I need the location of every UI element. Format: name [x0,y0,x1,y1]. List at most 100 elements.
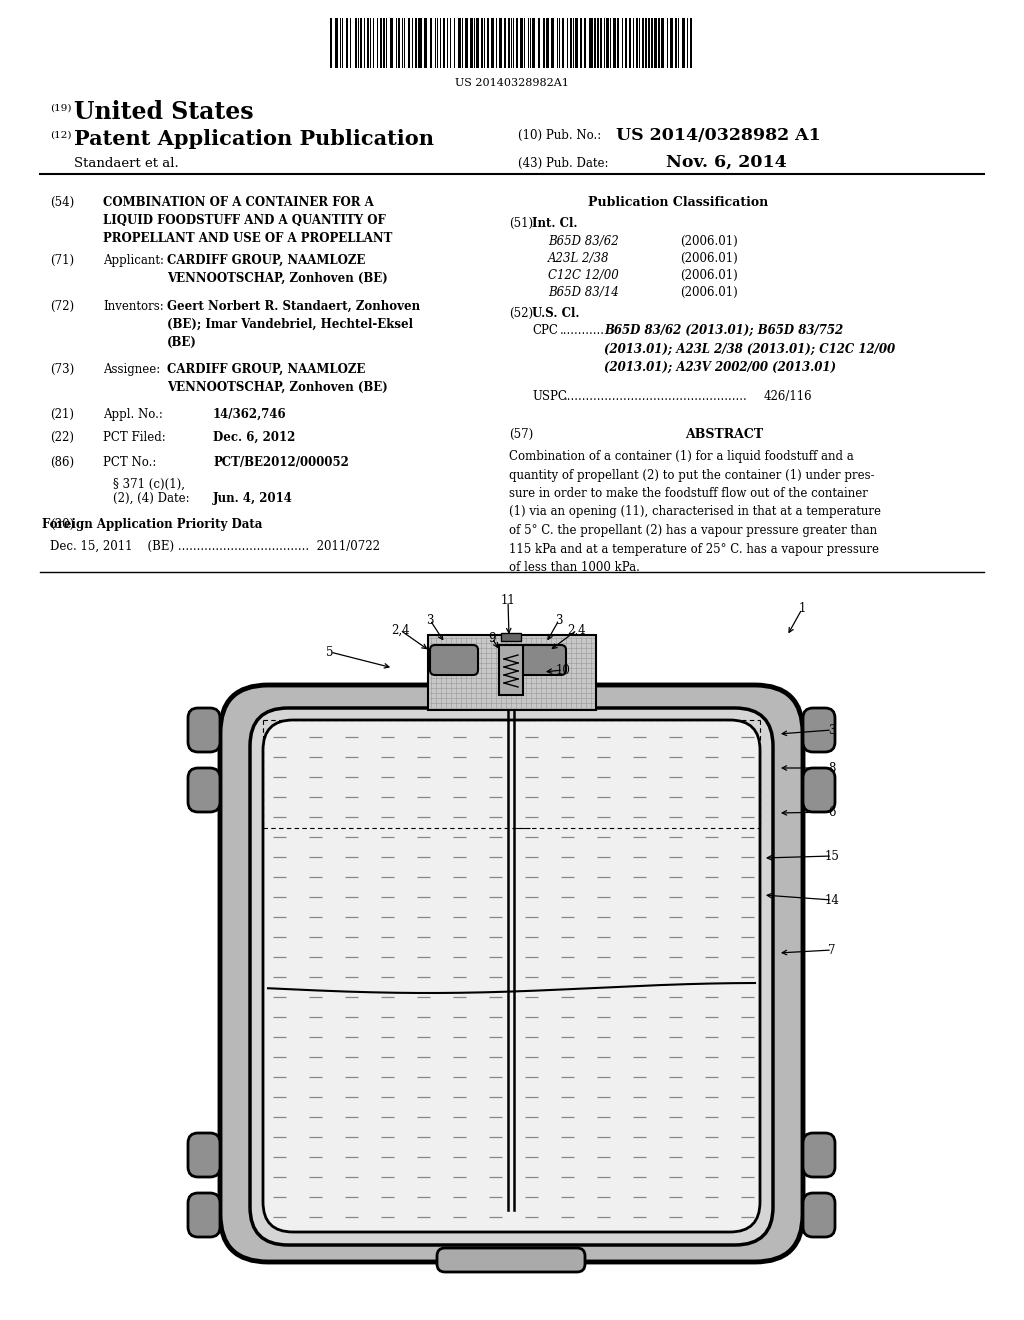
Bar [470,18,472,69]
Bar [458,18,461,69]
Text: PCT/BE2012/000052: PCT/BE2012/000052 [213,455,349,469]
Text: (2006.01): (2006.01) [680,269,737,282]
Text: CARDIFF GROUP, NAAMLOZE
VENNOOTSCHAP, Zonhoven (BE): CARDIFF GROUP, NAAMLOZE VENNOOTSCHAP, Zo… [167,363,388,393]
Text: 14: 14 [824,894,840,907]
Bar [556,18,558,69]
Text: Patent Application Publication: Patent Application Publication [74,129,434,149]
Bar [584,18,586,69]
Text: Inventors:: Inventors: [103,300,164,313]
Text: United States: United States [74,100,254,124]
Text: 7: 7 [828,944,836,957]
Text: Applicant:: Applicant: [103,253,164,267]
Bar [364,18,365,69]
FancyBboxPatch shape [430,645,478,675]
FancyBboxPatch shape [803,708,835,752]
Text: 8: 8 [828,762,836,775]
Text: Nov. 6, 2014: Nov. 6, 2014 [666,154,786,172]
Bar [561,18,564,69]
Text: (22): (22) [50,432,74,444]
Bar [636,18,638,69]
Text: 2,4: 2,4 [567,623,587,636]
Text: ............: ............ [560,323,605,337]
Text: Standaert et al.: Standaert et al. [74,157,179,170]
Bar [465,18,468,69]
Text: 11: 11 [501,594,515,607]
Bar [612,18,616,69]
Bar [408,18,410,69]
Text: 3: 3 [426,614,434,627]
Text: (71): (71) [50,253,74,267]
Text: ABSTRACT: ABSTRACT [685,428,763,441]
Text: (21): (21) [50,408,74,421]
Text: C12C 12/00: C12C 12/00 [548,269,618,282]
FancyBboxPatch shape [803,1133,835,1177]
Bar [647,18,649,69]
Bar [446,18,449,69]
Bar [499,18,502,69]
Bar [473,18,475,69]
Text: (30): (30) [50,517,75,531]
FancyBboxPatch shape [803,768,835,812]
Text: Foreign Application Priority Data: Foreign Application Priority Data [42,517,262,531]
Text: (2006.01): (2006.01) [680,286,737,300]
Bar [380,18,382,69]
Bar [430,18,432,69]
Bar [398,18,400,69]
Bar [667,18,668,69]
Bar [625,18,627,69]
Bar [486,18,489,69]
Bar [570,18,571,69]
Text: .................................................: ........................................… [564,389,748,403]
Text: (72): (72) [50,300,74,313]
Bar [551,18,554,69]
Bar [367,18,369,69]
Bar [689,18,692,69]
Text: 6: 6 [828,805,836,818]
Bar [670,18,673,69]
FancyBboxPatch shape [263,719,760,1232]
Bar [682,18,684,69]
Bar [599,18,601,69]
FancyBboxPatch shape [250,708,773,1245]
Text: A23L 2/38: A23L 2/38 [548,252,609,265]
Bar [335,18,338,69]
Bar [575,18,578,69]
Bar [370,18,371,69]
Bar [439,18,441,69]
Bar [389,18,393,69]
Bar [594,18,596,69]
Text: 14/362,746: 14/362,746 [213,408,287,421]
Bar [580,18,582,69]
Text: Dec. 6, 2012: Dec. 6, 2012 [213,432,295,444]
FancyBboxPatch shape [518,645,566,675]
Bar [644,18,646,69]
Bar [415,18,417,69]
Bar [508,18,510,69]
Text: Int. Cl.: Int. Cl. [532,216,578,230]
Text: (86): (86) [50,455,74,469]
Bar [519,18,522,69]
Text: (43) Pub. Date:: (43) Pub. Date: [518,157,608,170]
Bar [360,18,361,69]
FancyBboxPatch shape [188,708,220,752]
Bar [529,18,531,69]
Text: (54): (54) [50,195,75,209]
Text: Appl. No.:: Appl. No.: [103,408,163,421]
Text: U.S. Cl.: U.S. Cl. [532,308,580,319]
FancyBboxPatch shape [437,1247,585,1272]
Bar [516,18,517,69]
Text: (2006.01): (2006.01) [680,252,737,265]
Text: CARDIFF GROUP, NAAMLOZE
VENNOOTSCHAP, Zonhoven (BE): CARDIFF GROUP, NAAMLOZE VENNOOTSCHAP, Zo… [167,253,388,285]
Bar [504,18,506,69]
FancyBboxPatch shape [188,768,220,812]
Text: Combination of a container (1) for a liquid foodstuff and a
quantity of propella: Combination of a container (1) for a liq… [509,450,881,574]
Text: 5: 5 [327,645,334,659]
Text: COMBINATION OF A CONTAINER FOR A
LIQUID FOODSTUFF AND A QUANTITY OF
PROPELLANT A: COMBINATION OF A CONTAINER FOR A LIQUID … [103,195,392,246]
Text: (10) Pub. No.:: (10) Pub. No.: [518,129,601,143]
Bar [481,18,482,69]
Text: B65D 83/14: B65D 83/14 [548,286,618,300]
Text: 3: 3 [555,614,563,627]
Bar [650,18,652,69]
Bar [476,18,479,69]
Text: CPC: CPC [532,323,558,337]
